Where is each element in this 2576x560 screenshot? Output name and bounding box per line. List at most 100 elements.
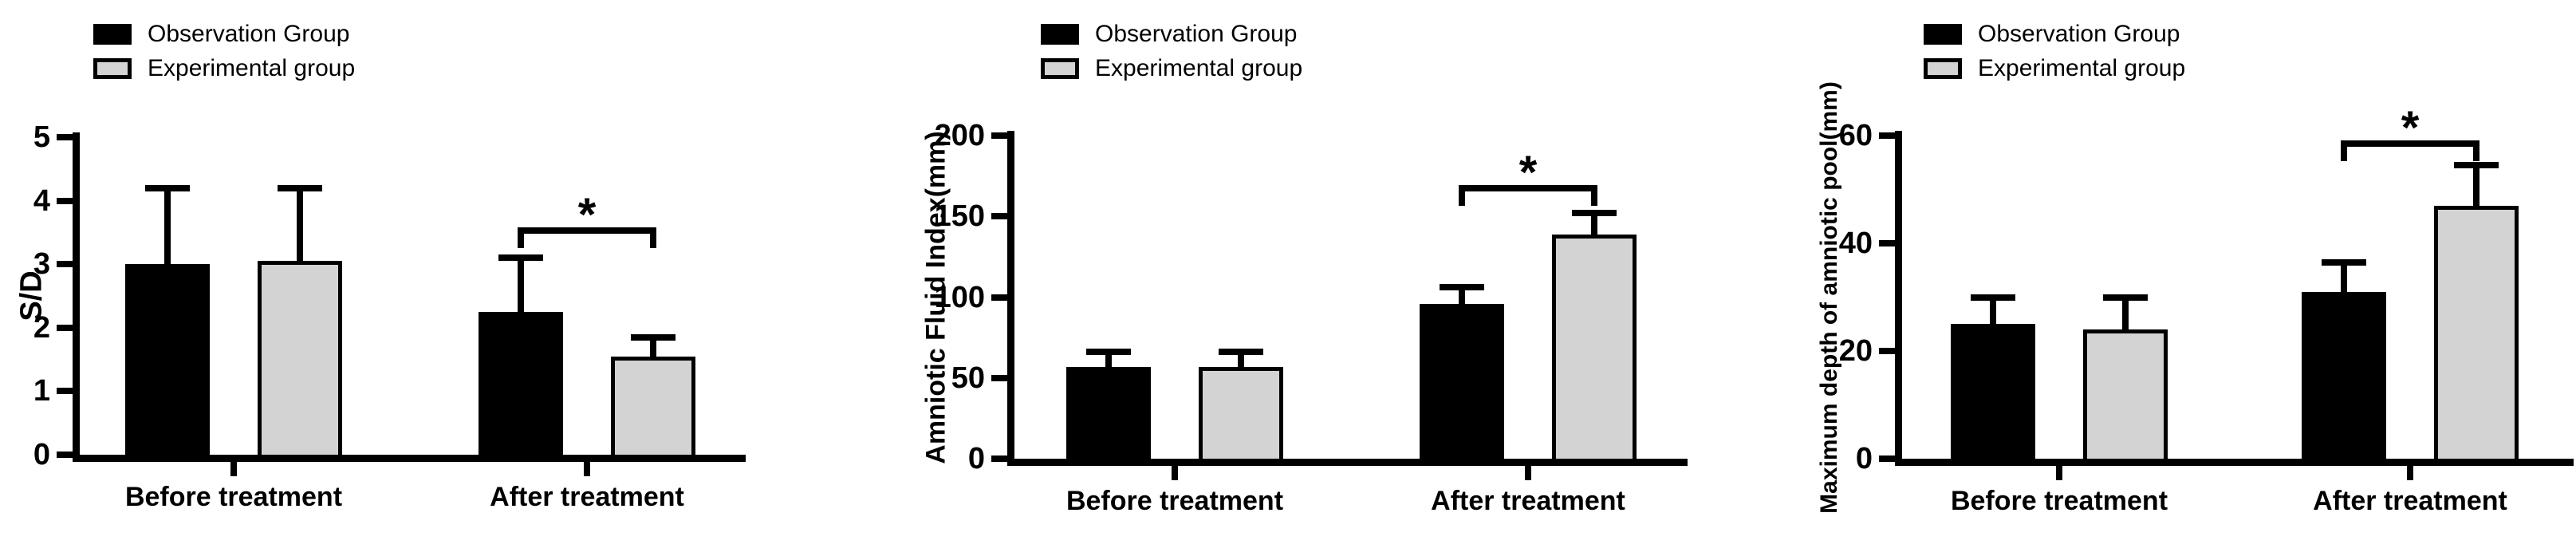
significance-star: *	[1518, 147, 1538, 199]
y-tick	[57, 261, 73, 268]
x-tick	[584, 462, 590, 476]
y-tick	[57, 388, 73, 395]
category-label: After treatment	[2313, 486, 2507, 516]
y-tick-label: 5	[33, 120, 50, 154]
y-tick-label: 1	[33, 374, 50, 408]
category-label: Before treatment	[1065, 486, 1284, 516]
legend-label-observation-group: Observation Group	[1095, 21, 1298, 47]
y-tick-label: 0	[33, 438, 50, 471]
y-tick-label: 100	[934, 280, 985, 314]
significance-bracket-leg	[650, 227, 656, 248]
significance-bracket-leg	[2341, 140, 2347, 161]
y-tick-label: 150	[934, 199, 985, 234]
x-tick	[230, 462, 237, 476]
category-label: Before treatment	[1950, 486, 2168, 516]
error-bar-cap	[1572, 210, 1617, 217]
x-axis-line	[1895, 459, 2574, 466]
category-label: After treatment	[1431, 486, 1625, 516]
y-tick	[57, 452, 73, 458]
legend-label-experimental-group: Experimental group	[1978, 55, 2186, 81]
bar-observation-group-after-treatment	[2302, 291, 2386, 463]
error-bar-whisker	[2341, 262, 2347, 295]
y-tick-label: 200	[934, 119, 985, 152]
error-bar-cap	[498, 254, 543, 262]
bar-experimental-group-after-treatment	[611, 356, 695, 459]
x-tick	[1525, 466, 1531, 480]
significance-star: *	[577, 189, 597, 241]
error-bar-whisker	[518, 258, 524, 315]
y-tick	[1879, 240, 1895, 246]
legend-label-observation-group: Observation Group	[1978, 21, 2180, 47]
error-bar-whisker	[1459, 287, 1465, 307]
significance-bracket	[1459, 185, 1597, 191]
y-tick	[991, 294, 1007, 301]
bar-observation-group-after-treatment	[1420, 303, 1504, 463]
significance-star: *	[2401, 102, 2420, 154]
y-tick-label: 2	[33, 310, 50, 345]
error-bar-whisker	[1105, 352, 1112, 370]
y-axis-line	[1895, 131, 1902, 466]
y-tick	[991, 213, 1007, 220]
error-bar-whisker	[164, 187, 171, 268]
y-tick-label: 0	[1855, 442, 1873, 475]
error-bar-cap	[1440, 284, 1484, 291]
y-tick	[991, 132, 1007, 139]
error-bar-cap	[278, 184, 322, 191]
legend-swatch-observation-group	[1924, 24, 1962, 45]
x-axis-line	[1007, 459, 1688, 466]
y-tick	[57, 197, 73, 204]
y-tick-label: 20	[1838, 334, 1873, 368]
y-axis-line	[73, 132, 80, 462]
y-tick-label: 4	[33, 183, 50, 218]
bar-experimental-group-after-treatment	[1552, 234, 1637, 463]
x-axis-line	[73, 455, 746, 462]
y-tick	[991, 455, 1007, 462]
x-tick	[1172, 466, 1178, 480]
y-tick-label: 0	[967, 442, 985, 475]
error-bar-whisker	[650, 337, 656, 360]
y-tick-label: 40	[1838, 227, 1873, 260]
y-tick	[57, 134, 73, 140]
x-tick	[2407, 466, 2413, 480]
legend-swatch-observation-group	[93, 24, 132, 45]
legend-label-experimental-group: Experimental group	[1095, 55, 1303, 81]
error-bar-cap	[2322, 258, 2366, 266]
significance-bracket-leg	[1459, 185, 1465, 206]
legend-swatch-experimental-group	[1041, 58, 1079, 79]
y-tick	[1879, 132, 1895, 139]
error-bar-cap	[145, 184, 190, 191]
significance-bracket-leg	[2473, 140, 2479, 161]
legend-swatch-experimental-group	[1924, 58, 1962, 79]
bar-experimental-group-before-treatment	[2083, 329, 2168, 463]
legend-label-experimental-group: Experimental group	[148, 55, 356, 81]
significance-bracket-leg	[518, 227, 524, 248]
y-tick	[991, 374, 1007, 381]
y-tick	[1879, 455, 1895, 462]
category-label: After treatment	[490, 482, 684, 512]
x-tick	[2056, 466, 2062, 480]
error-bar-cap	[1971, 294, 2015, 301]
error-bar-whisker	[2122, 297, 2129, 333]
bar-observation-group-before-treatment	[1951, 324, 2035, 463]
error-bar-cap	[631, 333, 676, 341]
error-bar-whisker	[2473, 165, 2479, 209]
legend-swatch-observation-group	[1041, 24, 1079, 45]
significance-bracket	[2341, 140, 2479, 147]
y-tick	[1879, 348, 1895, 354]
bar-experimental-group-after-treatment	[2434, 205, 2519, 463]
error-bar-cap	[1086, 349, 1131, 356]
error-bar-whisker	[297, 187, 303, 265]
significance-bracket	[518, 227, 656, 234]
y-tick	[57, 324, 73, 331]
error-bar-whisker	[1238, 352, 1244, 370]
error-bar-cap	[2103, 294, 2148, 301]
y-axis-line	[1007, 131, 1014, 466]
y-tick-label: 3	[33, 247, 50, 282]
y-tick-label: 60	[1838, 119, 1873, 152]
significance-bracket-leg	[1591, 185, 1597, 206]
error-bar-cap	[1219, 349, 1263, 356]
